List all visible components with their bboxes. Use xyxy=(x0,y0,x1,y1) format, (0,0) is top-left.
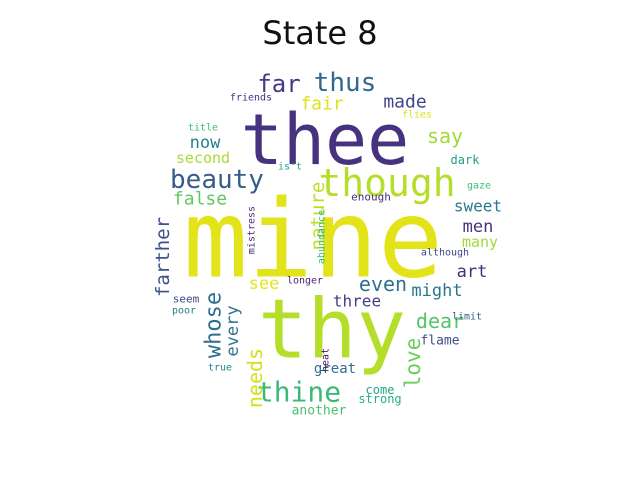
word-limit: limit xyxy=(452,312,482,323)
word-seem: seem xyxy=(173,293,200,306)
word-friends: friends xyxy=(230,93,272,104)
word-every: every xyxy=(223,305,243,356)
word-dark: dark xyxy=(451,153,481,167)
word-beauty: beauty xyxy=(170,165,264,195)
word-art: art xyxy=(457,262,488,282)
word-sweet: sweet xyxy=(454,197,502,216)
word-true: true xyxy=(208,363,232,374)
word-flame: flame xyxy=(420,334,459,349)
word-might: might xyxy=(411,281,462,301)
word-though: though xyxy=(318,161,455,205)
word-now: now xyxy=(190,133,221,153)
word-another: another xyxy=(292,404,347,419)
word-enough: enough xyxy=(351,191,391,204)
word-poor: poor xyxy=(172,306,196,317)
figure-title: State 8 xyxy=(262,14,378,52)
word-needs: needs xyxy=(243,348,267,408)
word-although: although xyxy=(421,248,469,259)
word-three: three xyxy=(333,292,381,311)
word-nature: nature xyxy=(307,182,329,251)
word-fair: fair xyxy=(300,94,344,115)
word-see: see xyxy=(249,274,280,294)
word-strong: strong xyxy=(358,392,401,406)
word-love: love xyxy=(401,338,425,389)
word-come: come xyxy=(366,383,395,397)
word-whose: whose xyxy=(202,292,227,358)
word-thy: thy xyxy=(258,283,406,378)
word-great: great xyxy=(314,361,356,377)
word-mistress: mistress xyxy=(247,206,258,254)
word-dear: dear xyxy=(416,309,464,333)
word-thine: thine xyxy=(257,376,341,409)
word-even: even xyxy=(359,272,407,296)
word-far: far xyxy=(257,70,300,98)
word-abundance: abundance xyxy=(317,210,328,264)
word-longer: longer xyxy=(287,276,323,287)
word-say: say xyxy=(427,124,463,148)
word-gaze: gaze xyxy=(467,181,491,192)
word-ist: is't xyxy=(278,162,302,173)
word-made: made xyxy=(383,92,426,113)
word-second: second xyxy=(176,149,230,167)
word-flies: flies xyxy=(402,110,432,121)
word-farther: farther xyxy=(152,217,174,297)
word-false: false xyxy=(173,189,227,210)
word-men: men xyxy=(463,217,494,237)
word-title: title xyxy=(188,123,218,134)
word-mine: mine xyxy=(183,178,443,303)
word-heat: heat xyxy=(321,348,332,372)
word-many: many xyxy=(462,233,498,251)
word-thee: thee xyxy=(241,99,410,181)
word-thus: thus xyxy=(314,68,377,98)
